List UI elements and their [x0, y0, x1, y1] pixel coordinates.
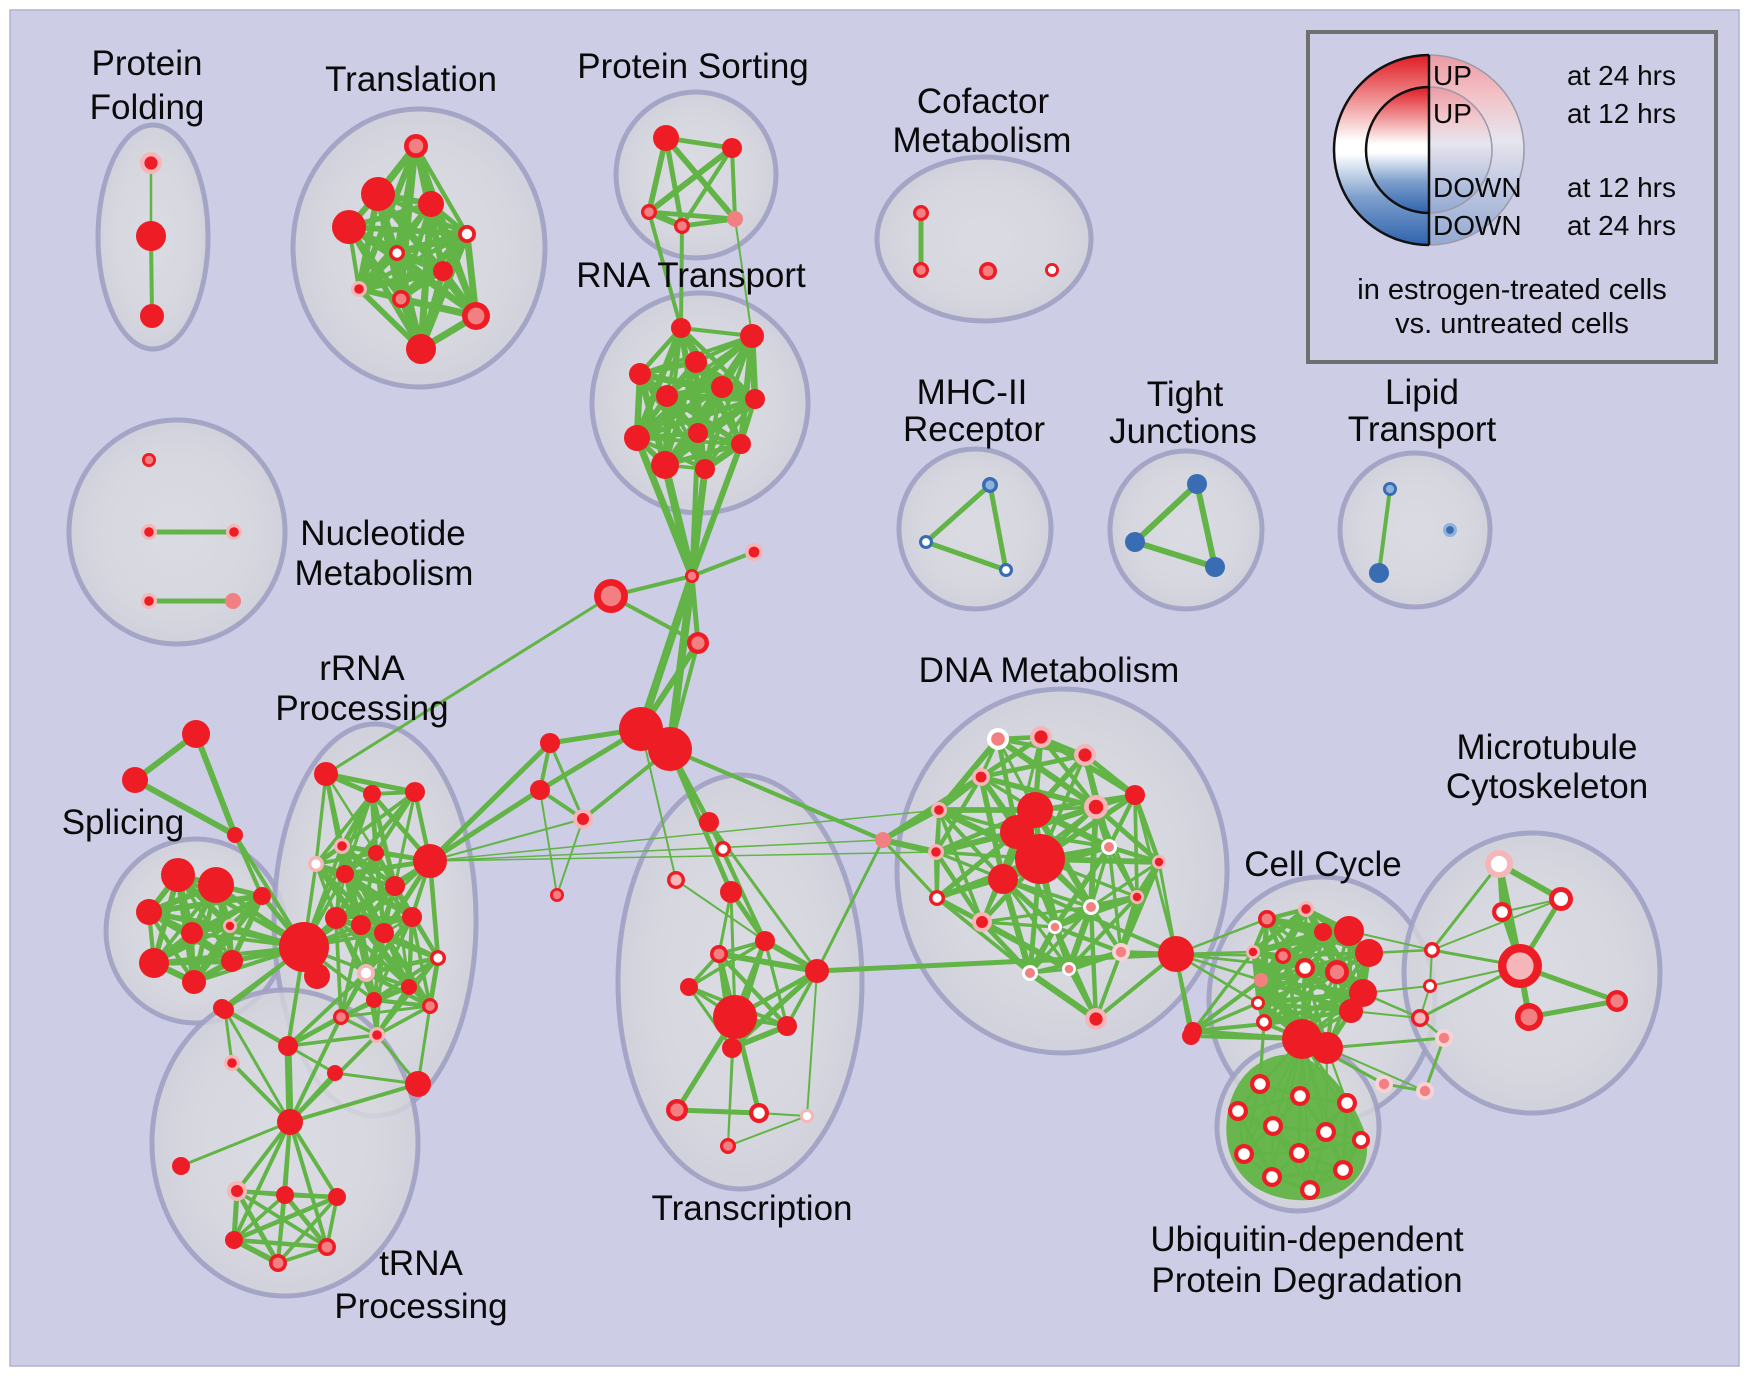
svg-text:Protein: Protein — [92, 44, 203, 83]
svg-text:UP: UP — [1433, 98, 1472, 129]
svg-text:RNA Transport: RNA Transport — [576, 256, 806, 295]
svg-text:MHC-II: MHC-II — [917, 373, 1028, 412]
svg-text:Nucleotide: Nucleotide — [300, 514, 465, 553]
svg-text:DOWN: DOWN — [1433, 172, 1522, 203]
svg-text:at 24 hrs: at 24 hrs — [1567, 210, 1676, 241]
svg-text:Folding: Folding — [90, 88, 205, 127]
svg-text:Transcription: Transcription — [652, 1189, 853, 1228]
svg-text:UP: UP — [1433, 60, 1472, 91]
svg-text:Protein Sorting: Protein Sorting — [577, 47, 809, 86]
svg-text:Lipid: Lipid — [1385, 373, 1459, 412]
svg-text:Tight: Tight — [1147, 375, 1224, 414]
svg-text:Microtubule: Microtubule — [1457, 728, 1638, 767]
svg-text:Metabolism: Metabolism — [893, 121, 1072, 160]
svg-text:Cofactor: Cofactor — [917, 82, 1050, 121]
svg-text:Ubiquitin-dependent: Ubiquitin-dependent — [1150, 1220, 1464, 1259]
svg-text:tRNA: tRNA — [379, 1244, 463, 1283]
svg-text:vs. untreated cells: vs. untreated cells — [1395, 308, 1629, 340]
svg-text:Processing: Processing — [334, 1287, 507, 1326]
svg-text:Metabolism: Metabolism — [295, 554, 474, 593]
svg-text:DNA Metabolism: DNA Metabolism — [919, 651, 1180, 690]
svg-text:Translation: Translation — [325, 60, 497, 99]
svg-text:in estrogen-treated cells: in estrogen-treated cells — [1357, 274, 1667, 306]
svg-text:rRNA: rRNA — [319, 649, 405, 688]
svg-text:Transport: Transport — [1348, 410, 1497, 449]
svg-text:Protein Degradation: Protein Degradation — [1151, 1261, 1462, 1300]
svg-text:Receptor: Receptor — [903, 410, 1045, 449]
svg-text:at 12 hrs: at 12 hrs — [1567, 172, 1676, 203]
svg-text:DOWN: DOWN — [1433, 210, 1522, 241]
svg-text:at 24 hrs: at 24 hrs — [1567, 60, 1676, 91]
svg-text:at 12 hrs: at 12 hrs — [1567, 98, 1676, 129]
svg-text:Cytoskeleton: Cytoskeleton — [1446, 767, 1648, 806]
svg-text:Junctions: Junctions — [1109, 412, 1257, 451]
svg-text:Splicing: Splicing — [62, 803, 185, 842]
svg-text:Processing: Processing — [275, 689, 448, 728]
svg-text:Cell Cycle: Cell Cycle — [1244, 845, 1402, 884]
